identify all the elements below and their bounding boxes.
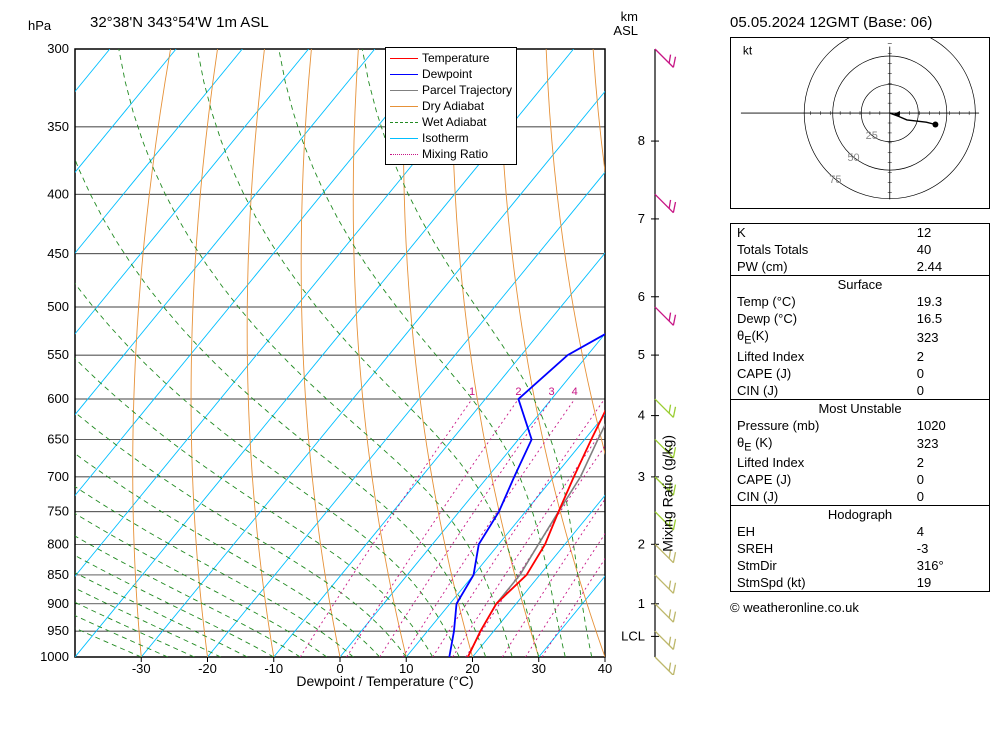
mu-thetae-val: 323 [911,434,990,455]
svg-text:8: 8 [638,133,645,148]
svg-text:300: 300 [47,41,69,56]
svg-text:3: 3 [548,386,554,398]
eh-val: 4 [911,523,990,540]
sfc-cin-val: 0 [911,382,990,400]
svg-text:350: 350 [47,119,69,134]
svg-text:5: 5 [638,347,645,362]
hodograph: kt 25 50 75 [730,37,990,209]
eh-label: EH [731,523,911,540]
svg-text:-10: -10 [264,661,283,675]
copyright: © weatheronline.co.uk [730,600,990,615]
svg-text:6: 6 [638,289,645,304]
svg-text:2: 2 [515,386,521,398]
indices-table: K12 Totals Totals40 PW (cm)2.44 Surface … [730,223,990,592]
legend: TemperatureDewpointParcel TrajectoryDry … [385,47,517,165]
svg-text:-30: -30 [132,661,151,675]
mu-li-val: 2 [911,454,990,471]
k-val: 12 [911,224,990,242]
surface-header: Surface [731,276,990,294]
sfc-cape-val: 0 [911,365,990,382]
svg-text:400: 400 [47,186,69,201]
mu-li-label: Lifted Index [731,454,911,471]
mu-thetae-label: θE (K) [731,434,911,455]
svg-text:LCL: LCL [621,628,645,643]
sfc-temp-label: Temp (°C) [731,293,911,310]
sfc-thetae-label: θE(K) [731,327,911,348]
svg-text:500: 500 [47,299,69,314]
sreh-val: -3 [911,540,990,557]
svg-text:20: 20 [465,661,479,675]
sfc-temp-val: 19.3 [911,293,990,310]
mu-pres-label: Pressure (mb) [731,417,911,434]
svg-text:700: 700 [47,469,69,484]
svg-text:550: 550 [47,347,69,362]
svg-text:-20: -20 [198,661,217,675]
svg-text:7: 7 [638,211,645,226]
pw-label: PW (cm) [731,258,911,276]
svg-text:30: 30 [532,661,546,675]
svg-text:kt: kt [743,44,753,58]
stmspd-val: 19 [911,574,990,592]
svg-text:1: 1 [469,386,475,398]
pw-val: 2.44 [911,258,990,276]
sfc-li-label: Lifted Index [731,348,911,365]
sfc-dewp-label: Dewp (°C) [731,310,911,327]
x-axis-label: Dewpoint / Temperature (°C) [50,673,720,689]
mu-header: Most Unstable [731,399,990,417]
datetime-title: 05.05.2024 12GMT (Base: 06) [730,14,990,31]
svg-text:800: 800 [47,536,69,551]
mu-pres-val: 1020 [911,417,990,434]
sfc-dewp-val: 16.5 [911,310,990,327]
stmdir-val: 316° [911,557,990,574]
skewt-chart: 1234100095090085080075070065060055050045… [10,35,720,675]
svg-text:75: 75 [829,174,841,186]
svg-text:900: 900 [47,596,69,611]
mixing-ratio-axis-label: Mixing Ratio (g/kg) [660,435,676,552]
hodo-header: Hodograph [731,506,990,524]
svg-text:650: 650 [47,431,69,446]
mu-cape-label: CAPE (J) [731,471,911,488]
sfc-cin-label: CIN (J) [731,382,911,400]
svg-text:3: 3 [638,469,645,484]
stmspd-label: StmSpd (kt) [731,574,911,592]
svg-text:40: 40 [598,661,612,675]
svg-text:4: 4 [572,386,578,398]
svg-text:950: 950 [47,623,69,638]
svg-text:4: 4 [638,408,645,423]
svg-text:25: 25 [866,130,878,142]
sreh-label: SREH [731,540,911,557]
stmdir-label: StmDir [731,557,911,574]
y-axis-label: hPa [28,18,51,33]
svg-text:750: 750 [47,504,69,519]
mu-cin-val: 0 [911,488,990,506]
svg-text:1: 1 [638,596,645,611]
tt-label: Totals Totals [731,241,911,258]
svg-text:850: 850 [47,567,69,582]
svg-text:50: 50 [847,152,859,164]
svg-text:10: 10 [399,661,413,675]
svg-text:0: 0 [336,661,343,675]
mu-cin-label: CIN (J) [731,488,911,506]
sfc-thetae-val: 323 [911,327,990,348]
sfc-cape-label: CAPE (J) [731,365,911,382]
svg-text:600: 600 [47,391,69,406]
svg-text:2: 2 [638,536,645,551]
sfc-li-val: 2 [911,348,990,365]
svg-text:450: 450 [47,246,69,261]
tt-val: 40 [911,241,990,258]
k-label: K [731,224,911,242]
mu-cape-val: 0 [911,471,990,488]
svg-text:1000: 1000 [40,649,69,664]
